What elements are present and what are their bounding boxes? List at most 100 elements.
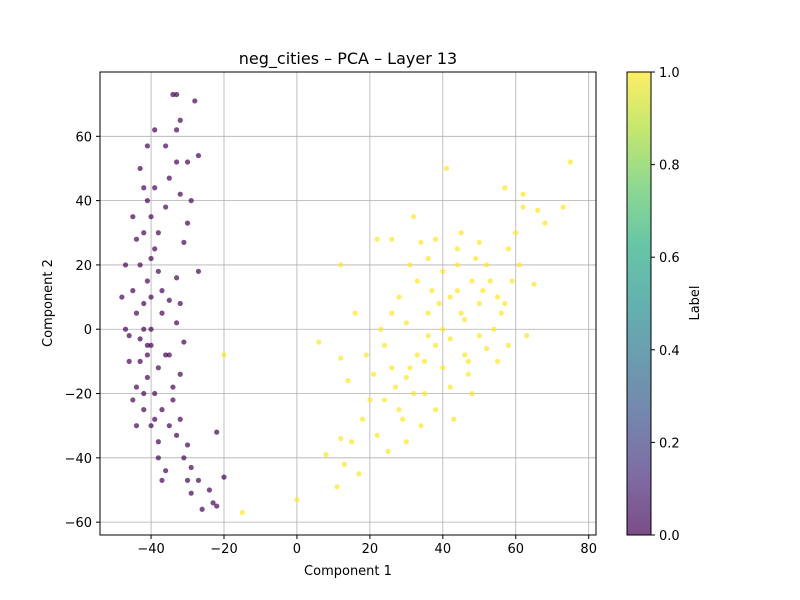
point-label-1 <box>567 159 574 165</box>
point-label-0 <box>199 506 205 512</box>
point-label-1 <box>483 345 490 352</box>
point-label-0 <box>163 352 169 358</box>
point-label-1 <box>462 352 468 358</box>
point-label-1 <box>502 300 508 307</box>
scatter-points <box>119 91 574 516</box>
point-label-1 <box>535 207 541 213</box>
point-label-1 <box>447 294 453 300</box>
point-label-0 <box>195 152 202 159</box>
point-label-1 <box>385 448 391 455</box>
point-label-0 <box>184 159 191 165</box>
point-label-1 <box>502 185 508 191</box>
point-label-0 <box>144 143 151 149</box>
point-label-0 <box>181 455 187 461</box>
point-label-0 <box>133 384 140 390</box>
point-label-1 <box>403 374 409 381</box>
point-label-0 <box>137 336 143 342</box>
point-label-0 <box>144 278 151 284</box>
x-tick-label: −40 <box>137 542 164 557</box>
point-label-0 <box>144 198 151 204</box>
point-label-1 <box>239 509 245 516</box>
point-label-0 <box>195 477 202 483</box>
point-label-1 <box>498 310 504 316</box>
point-label-0 <box>210 500 216 506</box>
point-label-1 <box>440 268 446 274</box>
colorbar-frame <box>626 71 652 536</box>
point-label-0 <box>163 204 169 210</box>
y-tick-label: −20 <box>65 388 92 403</box>
colorbar-label: Label <box>688 285 703 320</box>
point-label-1 <box>465 358 471 364</box>
point-label-1 <box>542 220 548 226</box>
point-label-1 <box>349 439 355 445</box>
point-label-0 <box>130 397 136 403</box>
point-label-0 <box>122 326 129 332</box>
point-label-0 <box>221 474 227 480</box>
point-label-1 <box>494 294 501 300</box>
y-tick-label: 40 <box>75 195 92 210</box>
point-label-1 <box>429 288 435 294</box>
point-label-0 <box>141 185 147 191</box>
point-label-1 <box>531 281 537 287</box>
point-label-0 <box>130 214 136 220</box>
point-label-0 <box>177 416 183 422</box>
point-label-1 <box>520 191 526 197</box>
point-label-0 <box>141 407 147 413</box>
point-label-0 <box>137 262 143 268</box>
point-label-0 <box>137 165 143 172</box>
point-label-1 <box>338 435 344 442</box>
point-label-1 <box>454 262 461 268</box>
point-label-1 <box>476 300 482 307</box>
point-label-0 <box>144 374 151 381</box>
point-label-1 <box>560 204 566 210</box>
point-label-1 <box>476 333 482 339</box>
point-label-1 <box>370 371 377 377</box>
colorbar-tick-label: 0.8 <box>659 159 680 174</box>
point-label-0 <box>170 91 176 98</box>
y-axis-ticks: −60 −40 −20 0 20 40 60 <box>65 130 100 531</box>
point-label-0 <box>188 464 194 471</box>
x-tick-label: 40 <box>435 542 452 557</box>
point-label-0 <box>141 326 147 332</box>
y-tick-label: 60 <box>75 130 92 145</box>
point-label-1 <box>447 384 453 390</box>
point-label-0 <box>166 297 172 303</box>
point-label-0 <box>166 352 172 358</box>
point-label-0 <box>195 268 202 274</box>
point-label-0 <box>152 416 158 422</box>
point-label-1 <box>341 461 347 467</box>
point-label-1 <box>374 432 380 438</box>
point-label-1 <box>520 204 526 210</box>
point-label-1 <box>491 326 497 332</box>
point-label-1 <box>221 352 227 358</box>
point-label-0 <box>159 477 165 483</box>
point-label-1 <box>483 262 490 268</box>
point-label-0 <box>159 288 165 294</box>
x-axis-ticks: −40 −20 0 20 40 60 80 <box>137 535 597 557</box>
point-label-0 <box>152 127 158 133</box>
point-label-1 <box>487 278 493 284</box>
point-label-0 <box>173 91 180 98</box>
point-label-1 <box>524 333 530 339</box>
point-label-1 <box>381 342 388 348</box>
point-label-1 <box>323 452 329 458</box>
x-tick-label: −20 <box>210 542 237 557</box>
point-label-1 <box>480 288 486 294</box>
x-tick-label: 80 <box>580 542 597 557</box>
y-tick-label: −60 <box>65 516 92 531</box>
point-label-1 <box>454 246 461 252</box>
point-label-0 <box>184 477 191 483</box>
point-label-0 <box>184 442 191 448</box>
point-label-1 <box>447 336 453 342</box>
point-label-1 <box>432 236 439 242</box>
point-label-0 <box>155 268 161 274</box>
point-label-1 <box>400 416 406 422</box>
point-label-1 <box>363 352 369 358</box>
point-label-0 <box>173 159 180 165</box>
point-label-1 <box>403 439 409 445</box>
point-label-0 <box>177 117 183 123</box>
point-label-0 <box>137 358 143 364</box>
colorbar-tick-label: 1.0 <box>659 66 680 81</box>
point-label-1 <box>425 310 431 316</box>
